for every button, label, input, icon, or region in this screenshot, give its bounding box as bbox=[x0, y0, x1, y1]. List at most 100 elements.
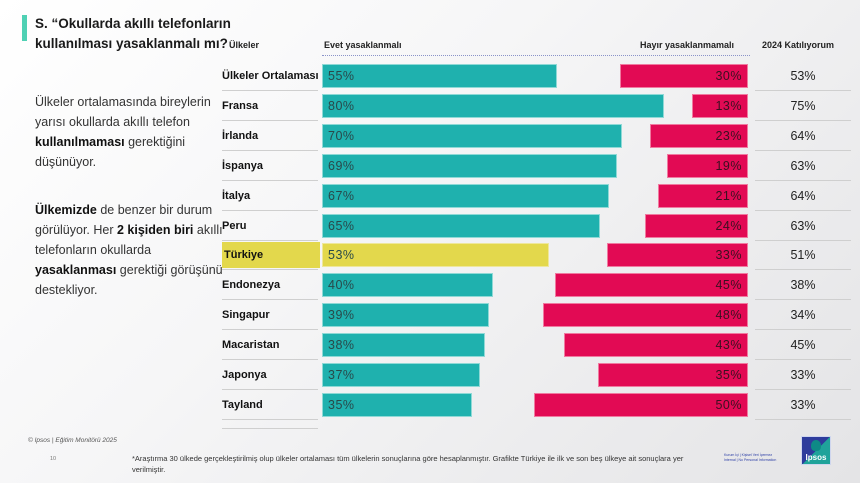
no-bar bbox=[555, 273, 748, 298]
summary-text: Ülkeler ortalamasında bireylerin yarısı … bbox=[35, 95, 211, 129]
agree-2024-value: 45% bbox=[790, 338, 816, 353]
footnote: *Araştırma 30 ülkede gerçekleştirilmiş o… bbox=[132, 454, 684, 474]
page-number: 10 bbox=[50, 456, 57, 462]
country-label: İtalya bbox=[222, 189, 251, 202]
no-value-label: 45% bbox=[715, 278, 742, 293]
summary-text: gerektiğini düşünüyor. bbox=[35, 135, 186, 169]
summary-paragraph-1: Ülkeler ortalamasında bireylerin yarısı … bbox=[35, 92, 225, 172]
country-label: Endonezya bbox=[222, 279, 281, 292]
agree-2024-value: 63% bbox=[790, 218, 816, 233]
no-value-label: 23% bbox=[715, 128, 742, 143]
agree-2024-value: 75% bbox=[790, 98, 816, 113]
no-bar bbox=[598, 363, 748, 387]
agree-2024-separator bbox=[755, 119, 851, 121]
row-separator bbox=[222, 90, 318, 91]
classification-label: Kurum İçi | Kişisel Veri İçermez Interna… bbox=[724, 453, 776, 463]
header-2024: 2024 Katılıyorum bbox=[762, 40, 835, 50]
yes-value-label: 35% bbox=[328, 397, 355, 412]
country-label: Fransa bbox=[222, 99, 259, 112]
row-separator bbox=[222, 329, 318, 331]
header-no: Hayır yasaklanmamalı bbox=[640, 40, 735, 50]
row-separator bbox=[222, 179, 318, 181]
no-bar bbox=[619, 64, 748, 88]
yes-bar bbox=[322, 273, 494, 298]
yes-value-label: 65% bbox=[328, 218, 355, 233]
agree-2024-value: 51% bbox=[790, 248, 816, 263]
agree-2024-value: 64% bbox=[790, 128, 816, 143]
no-bar bbox=[658, 183, 748, 208]
yes-value-label: 40% bbox=[328, 278, 355, 293]
no-bar bbox=[649, 123, 748, 148]
no-value-label: 21% bbox=[715, 188, 742, 203]
summary-bold: kullanılmaması bbox=[35, 135, 125, 149]
yes-value-label: 67% bbox=[328, 188, 355, 203]
row-separator bbox=[222, 389, 318, 390]
no-bar bbox=[666, 153, 748, 178]
no-value-label: 43% bbox=[715, 338, 742, 353]
yes-value-label: 38% bbox=[328, 338, 355, 353]
no-value-label: 19% bbox=[715, 158, 742, 173]
yes-bar bbox=[322, 153, 618, 178]
question-title: S. “Okullarda akıllı telefonların kullan… bbox=[35, 16, 231, 51]
yes-bar bbox=[322, 93, 665, 118]
agree-2024-value: 63% bbox=[790, 158, 816, 173]
no-value-label: 24% bbox=[715, 218, 742, 233]
country-label: İrlanda bbox=[222, 129, 259, 142]
agree-2024-separator bbox=[755, 239, 851, 241]
agree-2024-value: 33% bbox=[790, 368, 816, 382]
no-bar bbox=[606, 243, 748, 268]
country-label: Japonya bbox=[222, 369, 267, 381]
agree-2024-value: 33% bbox=[790, 397, 816, 412]
yes-bar bbox=[322, 303, 489, 328]
agree-2024-separator bbox=[755, 149, 851, 151]
yes-bar bbox=[322, 183, 609, 208]
agree-2024-separator bbox=[755, 299, 851, 301]
logo-head-icon bbox=[811, 440, 821, 451]
yes-value-label: 37% bbox=[328, 368, 355, 382]
row-separator bbox=[222, 359, 318, 361]
header-countries: Ülkeler bbox=[229, 40, 260, 50]
agree-2024-value: 53% bbox=[790, 69, 816, 83]
yes-bar bbox=[322, 64, 558, 88]
row-separator bbox=[222, 239, 318, 241]
yes-bar bbox=[322, 243, 549, 268]
country-label: Macaristan bbox=[222, 339, 280, 352]
yes-bar bbox=[322, 333, 485, 358]
agree-2024-separator bbox=[755, 209, 851, 211]
row-separator bbox=[222, 269, 318, 271]
bottom-rule bbox=[222, 428, 318, 429]
country-label: Tayland bbox=[222, 398, 263, 411]
accent-bar bbox=[22, 15, 27, 41]
no-value-label: 30% bbox=[715, 69, 742, 83]
no-value-label: 48% bbox=[715, 308, 742, 323]
no-bar bbox=[645, 213, 748, 238]
agree-2024-separator bbox=[755, 389, 851, 390]
no-value-label: 13% bbox=[715, 98, 742, 113]
summary-bold: yasaklanması bbox=[35, 263, 117, 277]
row-separator bbox=[222, 299, 318, 301]
no-bar bbox=[692, 93, 748, 118]
yes-value-label: 39% bbox=[328, 308, 355, 323]
country-label: Peru bbox=[222, 219, 247, 232]
agree-2024-separator bbox=[755, 418, 851, 420]
summary-paragraph-2: Ülkemizde de benzer bir durum görülüyor.… bbox=[35, 200, 225, 300]
country-label: İspanya bbox=[222, 159, 263, 172]
agree-2024-separator bbox=[755, 90, 851, 91]
yes-bar bbox=[322, 363, 481, 387]
header-yes: Evet yasaklanmalı bbox=[324, 40, 402, 50]
row-separator bbox=[222, 418, 318, 420]
yes-value-label: 55% bbox=[328, 69, 355, 83]
agree-2024-separator bbox=[755, 329, 851, 331]
summary-bold: Ülkemizde bbox=[35, 203, 97, 217]
yes-bar bbox=[322, 392, 472, 417]
ipsos-logo: Ipsos bbox=[801, 436, 831, 465]
agree-2024-separator bbox=[755, 359, 851, 361]
row-separator bbox=[222, 119, 318, 121]
no-value-label: 33% bbox=[715, 248, 742, 263]
yes-bar bbox=[322, 213, 601, 238]
summary-text: de benzer bir durum görülüyor. Her bbox=[35, 203, 213, 237]
copyright: © Ipsos | Eğitim Monitörü 2025 bbox=[28, 437, 117, 444]
no-value-label: 35% bbox=[715, 368, 742, 382]
summary-text: akıllı telefonların okullarda bbox=[35, 223, 223, 257]
no-value-label: 50% bbox=[715, 397, 742, 412]
